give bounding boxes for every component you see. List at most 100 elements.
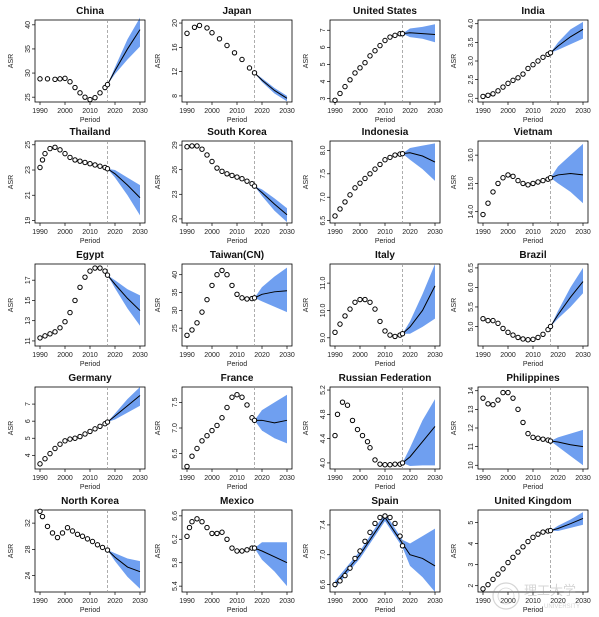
x-tick-label: 2000: [57, 229, 73, 236]
y-tick-label: 4.0: [468, 19, 475, 29]
observed-point: [64, 525, 71, 531]
observed-point: [372, 306, 378, 312]
x-axis-label: Period: [80, 117, 100, 124]
observed-point: [214, 271, 220, 278]
observed-point: [367, 53, 373, 59]
observed-point: [196, 22, 203, 29]
y-axis-label: ASR: [451, 421, 458, 435]
x-tick-label: 2020: [254, 475, 270, 482]
y-tick-label: 7: [320, 28, 327, 32]
observed-point: [214, 530, 220, 537]
x-axis-label: Period: [80, 238, 100, 245]
x-tick-label: 1990: [475, 475, 491, 482]
observed-point: [352, 70, 358, 76]
observed-point: [547, 323, 554, 330]
y-tick-label: 3: [320, 97, 327, 101]
y-tick-label: 4.4: [320, 434, 327, 444]
panel-title: Italy: [375, 250, 395, 261]
observed-point: [92, 162, 98, 168]
y-axis-label: ASR: [8, 421, 15, 435]
observed-point: [89, 538, 96, 545]
x-tick-label: 1990: [179, 598, 195, 605]
observed-point: [387, 514, 393, 521]
observed-point: [72, 297, 78, 304]
observed-point: [194, 445, 200, 452]
observed-point: [372, 457, 378, 463]
x-tick-label: 2010: [229, 352, 245, 359]
observed-point: [74, 531, 81, 537]
y-tick-label: 29: [172, 141, 179, 149]
observed-point: [392, 32, 398, 39]
observed-point: [67, 436, 73, 442]
y-tick-label: 35: [172, 289, 179, 297]
predicted-line: [550, 281, 584, 327]
observed-point: [214, 165, 220, 171]
y-tick-label: 5.8: [172, 558, 179, 568]
observed-point: [251, 70, 258, 76]
x-tick-label: 1990: [179, 108, 195, 115]
predicted-line: [254, 185, 288, 216]
observed-point: [251, 417, 258, 424]
x-tick-label: 2020: [402, 108, 418, 115]
y-axis-label: ASR: [451, 175, 458, 189]
y-tick-label: 4: [25, 453, 32, 457]
observed-point: [377, 318, 383, 325]
observed-point: [87, 428, 93, 435]
y-tick-label: 8: [172, 94, 179, 98]
y-tick-label: 7.0: [320, 550, 327, 560]
observed-point: [342, 313, 348, 319]
predicted-line: [402, 426, 436, 464]
observed-point: [92, 94, 98, 101]
observed-point: [485, 401, 491, 407]
observed-point: [362, 175, 368, 182]
y-axis-label: ASR: [451, 298, 458, 312]
panel: United Kingdom 1990 2000 2010 2020 2030 Period…: [451, 496, 591, 614]
observed-point: [209, 427, 215, 434]
panel-title: Russian Federation: [339, 373, 432, 384]
observed-point: [485, 200, 491, 206]
observed-point: [525, 182, 531, 188]
x-tick-label: 2030: [575, 229, 591, 236]
plot-frame: [34, 19, 146, 103]
y-tick-label: 26: [172, 166, 179, 174]
observed-point: [387, 462, 393, 468]
x-tick-label: 2010: [525, 475, 541, 482]
x-tick-label: 2030: [132, 352, 148, 359]
y-tick-label: 6.5: [320, 216, 327, 226]
predicted-line: [550, 517, 584, 532]
observed-point: [77, 158, 83, 164]
observed-point: [490, 402, 496, 408]
y-axis-label: ASR: [155, 175, 162, 189]
x-axis-label: Period: [523, 607, 543, 614]
observed-point: [42, 333, 48, 339]
observed-point: [364, 438, 371, 445]
observed-point: [500, 175, 506, 181]
y-axis-label: ASR: [303, 544, 310, 558]
observed-point: [515, 75, 521, 81]
observed-point: [37, 461, 43, 467]
observed-point: [92, 265, 98, 271]
y-tick-label: 15.0: [468, 176, 475, 190]
observed-point: [342, 572, 348, 579]
observed-point: [44, 76, 51, 82]
observed-point: [54, 534, 61, 541]
y-tick-label: 40: [25, 21, 32, 29]
x-tick-label: 2000: [204, 352, 220, 359]
panel: South Korea 1990 2000 2010 2020 2030 Period 20 2…: [155, 127, 295, 245]
observed-point: [525, 430, 531, 437]
observed-point: [234, 548, 240, 554]
observed-point: [485, 92, 491, 98]
y-tick-label: 11: [25, 337, 32, 344]
observed-point: [540, 436, 546, 442]
observed-point: [377, 42, 383, 49]
x-tick-label: 2000: [57, 352, 73, 359]
panel: Russian Federation 1990 2000 2010 2020 2030 Pe…: [303, 373, 443, 491]
y-tick-label: 5.4: [172, 581, 179, 591]
predicted-line: [550, 28, 584, 54]
panel-title: United States: [353, 6, 417, 17]
x-tick-label: 2010: [377, 229, 393, 236]
y-tick-label: 3.0: [468, 56, 475, 66]
predicted-line: [550, 173, 584, 179]
observed-point: [47, 331, 53, 337]
observed-point: [94, 542, 101, 548]
